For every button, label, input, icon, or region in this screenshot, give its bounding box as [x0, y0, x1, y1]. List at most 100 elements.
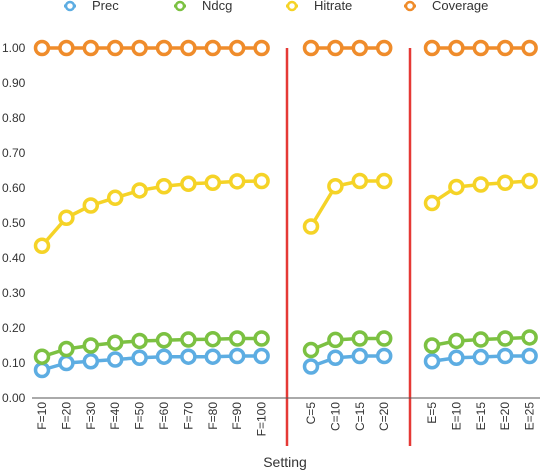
point-ndcg-F=30 [82, 337, 100, 354]
point-ndcg-F=90 [228, 330, 246, 347]
point-coverage-C=5 [302, 39, 320, 57]
y-tick-label: 0.10 [2, 356, 26, 370]
point-coverage-F=90 [228, 39, 246, 57]
x-tick-label: F=80 [206, 402, 220, 430]
y-tick-label: 0.40 [2, 251, 26, 265]
series-line-ndcg-group-2 [310, 336, 385, 352]
point-hitrate-E=20 [496, 174, 514, 191]
point-coverage-E=10 [448, 39, 465, 57]
point-prec-F=40 [106, 351, 124, 368]
point-hitrate-C=5 [302, 218, 320, 235]
x-tick-label: C=15 [353, 402, 367, 431]
point-prec-C=10 [327, 349, 344, 366]
point-hitrate-F=20 [58, 209, 75, 226]
point-ndcg-E=10 [448, 332, 465, 350]
y-tick-label: 0.80 [2, 111, 26, 125]
x-tick-label: F=90 [230, 402, 244, 430]
point-coverage-F=80 [204, 39, 222, 57]
point-ndcg-E=15 [472, 331, 490, 348]
point-hitrate-E=5 [423, 194, 441, 212]
point-hitrate-E=15 [472, 176, 490, 193]
series-line-prec-group-1 [41, 354, 262, 372]
point-hitrate-F=60 [155, 178, 173, 195]
y-tick-label: 0.90 [2, 76, 26, 90]
point-hitrate-F=100 [253, 172, 270, 190]
point-hitrate-F=10 [33, 237, 51, 254]
point-ndcg-F=60 [155, 332, 173, 349]
series-line-ndcg-group-1 [41, 336, 262, 359]
point-hitrate-E=25 [521, 172, 538, 190]
legend-label-coverage: Coverage [432, 0, 488, 13]
series-line-hitrate-group-2 [309, 179, 385, 228]
point-coverage-E=25 [521, 39, 538, 57]
point-ndcg-E=5 [423, 337, 441, 354]
point-coverage-F=50 [131, 39, 148, 57]
point-prec-F=100 [253, 347, 270, 365]
x-tick-label: E=20 [498, 402, 512, 431]
point-prec-F=80 [204, 348, 222, 365]
x-tick-label: F=40 [108, 402, 122, 430]
series-line-prec-group-2 [310, 354, 385, 369]
point-ndcg-C=20 [375, 330, 393, 347]
point-hitrate-F=30 [82, 197, 100, 214]
point-prec-E=15 [472, 348, 490, 366]
point-coverage-C=15 [351, 39, 369, 57]
point-coverage-F=100 [253, 39, 270, 57]
y-tick-label: 0.50 [2, 216, 26, 230]
point-prec-E=5 [423, 353, 441, 370]
point-prec-F=60 [155, 348, 173, 365]
y-tick-label: 1.00 [2, 41, 26, 55]
y-tick-label: 0.30 [2, 286, 26, 300]
legend-marker-ndcg [174, 0, 186, 12]
x-tick-label: E=25 [523, 402, 537, 431]
point-hitrate-F=80 [204, 174, 222, 191]
x-tick-label: F=30 [84, 402, 98, 430]
x-tick-label: F=70 [181, 402, 195, 430]
point-hitrate-C=15 [351, 172, 369, 190]
point-ndcg-E=20 [496, 330, 514, 347]
point-hitrate-C=20 [375, 172, 393, 190]
point-prec-C=20 [375, 347, 393, 365]
point-ndcg-E=25 [521, 329, 538, 346]
x-tick-label: F=50 [133, 402, 147, 430]
point-prec-F=50 [131, 349, 148, 366]
group-separators [285, 48, 412, 446]
point-coverage-F=40 [106, 39, 124, 57]
point-ndcg-C=10 [327, 331, 344, 349]
point-prec-F=70 [180, 348, 197, 365]
x-tick-label: F=100 [255, 402, 269, 437]
series-layer [33, 39, 538, 379]
x-tick-label: E=10 [449, 402, 463, 431]
point-ndcg-F=20 [58, 340, 75, 358]
point-coverage-F=20 [58, 39, 75, 57]
x-tick-label: F=10 [35, 402, 49, 430]
point-prec-C=15 [351, 347, 369, 365]
x-tick-label: C=20 [377, 402, 391, 431]
point-coverage-F=30 [82, 39, 100, 57]
point-prec-E=10 [448, 349, 465, 366]
x-tick-label: F=60 [157, 402, 171, 430]
legend-label-hitrate: Hitrate [314, 0, 352, 13]
x-axis-label: Setting [263, 454, 307, 470]
point-hitrate-F=70 [180, 175, 197, 193]
point-ndcg-F=80 [204, 330, 222, 348]
point-ndcg-F=50 [131, 332, 148, 350]
point-prec-F=20 [58, 354, 75, 372]
x-tick-label: E=15 [474, 402, 488, 431]
x-tick-label: C=5 [304, 402, 318, 425]
point-coverage-E=20 [496, 39, 514, 57]
point-prec-F=30 [82, 353, 100, 370]
point-ndcg-F=10 [33, 348, 51, 365]
legend-marker-hitrate [286, 0, 298, 12]
series-line-hitrate-group-1 [40, 179, 262, 247]
x-tick-label: E=5 [425, 402, 439, 424]
legend-marker-coverage [404, 0, 416, 12]
point-coverage-E=5 [423, 39, 441, 57]
y-tick-label: 0.60 [2, 181, 26, 195]
point-prec-F=10 [33, 361, 51, 379]
point-prec-E=20 [496, 347, 514, 365]
y-tick-label: 0.00 [2, 391, 26, 405]
point-ndcg-C=5 [302, 341, 320, 359]
point-ndcg-F=70 [180, 331, 197, 348]
